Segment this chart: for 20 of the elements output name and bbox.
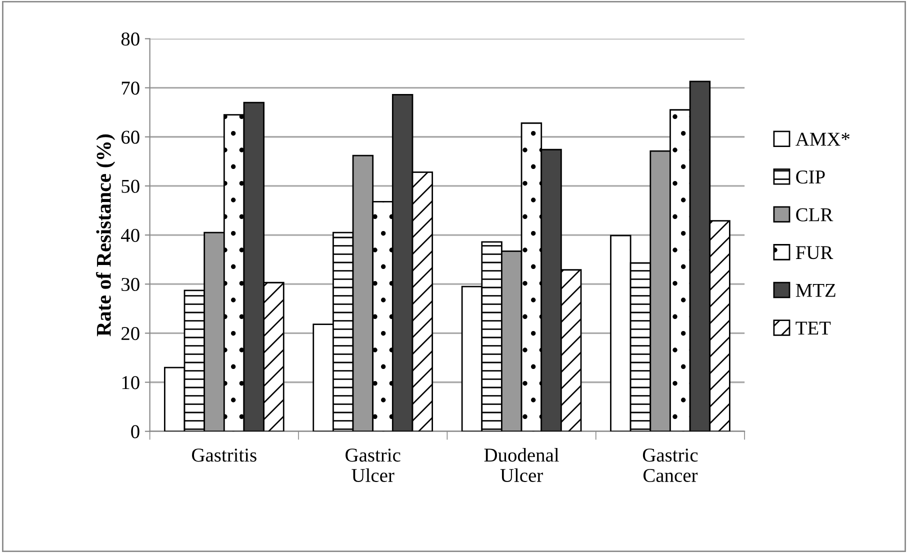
y-tick-label: 80: [121, 32, 140, 46]
legend-label: AMX*: [796, 132, 850, 146]
y-tick-label: 40: [121, 228, 140, 242]
x-tick-label: Duodenal Ulcer: [484, 448, 559, 482]
x-tick-label: Gastric Ulcer: [346, 448, 400, 482]
x-tick-label: Gastric Cancer: [642, 448, 698, 482]
y-axis-title: Rate of Resistance (%): [96, 134, 116, 336]
x-tick-label: Gastritis: [192, 448, 256, 462]
y-tick-label: 70: [122, 82, 140, 95]
legend-label: CIP: [796, 170, 825, 184]
legend-label: CLR: [796, 208, 834, 222]
legend-label: TET: [796, 322, 831, 334]
y-tick-label: 20: [122, 327, 140, 340]
legend-label: FUR: [796, 246, 834, 260]
y-tick-label: 30: [122, 278, 140, 292]
y-tick-label: 50: [122, 180, 140, 193]
legend-label: MTZ: [796, 284, 836, 297]
y-tick-label: 60: [121, 130, 140, 144]
y-tick-label: 0: [131, 425, 140, 438]
y-tick-label: 10: [122, 376, 140, 390]
